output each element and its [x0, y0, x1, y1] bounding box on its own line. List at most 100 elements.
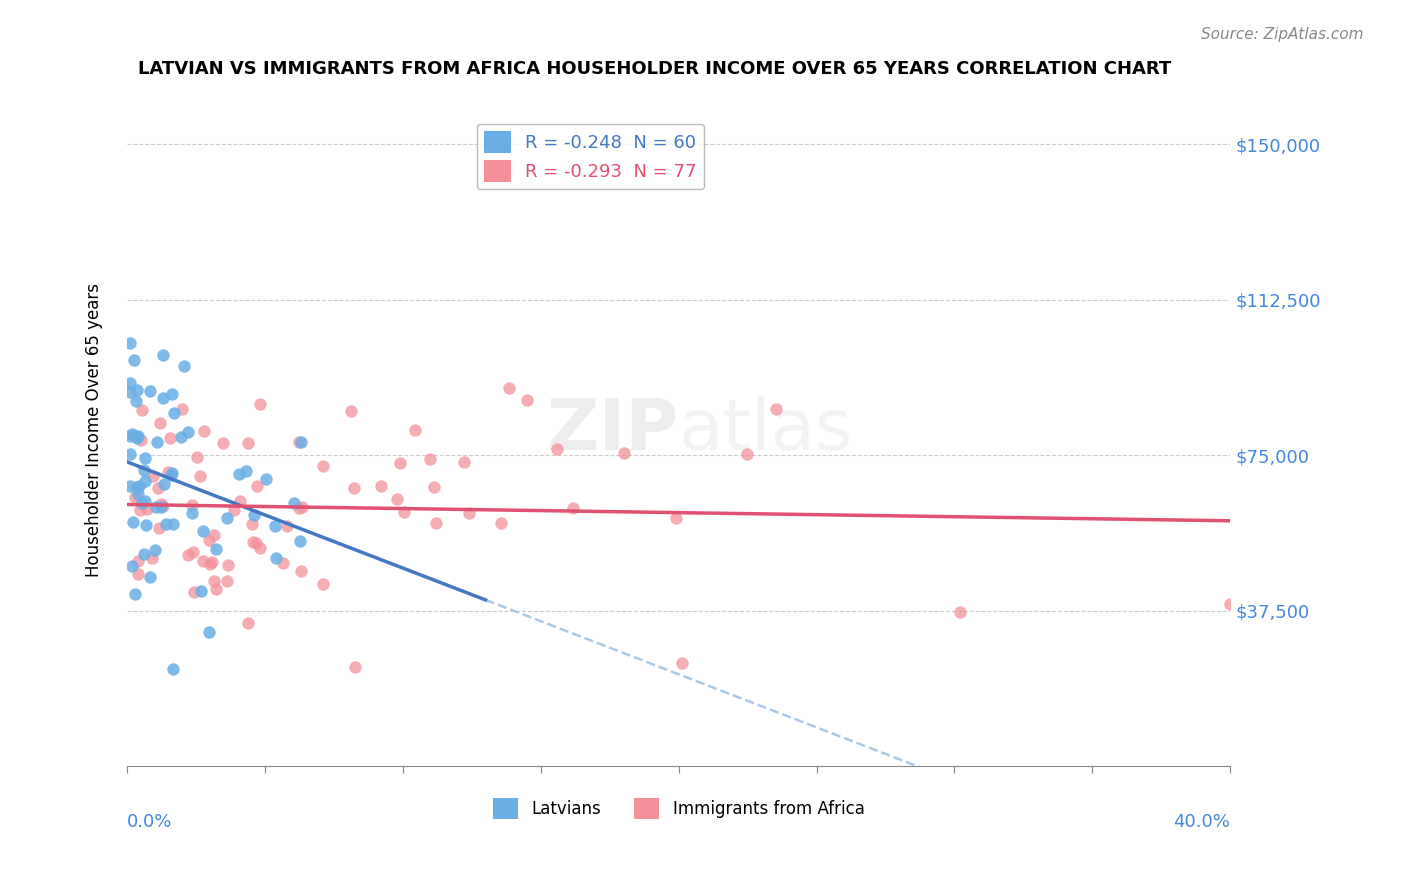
Point [392, 505, 415, 519]
Point [127, 554, 149, 568]
Point [125, 383, 148, 397]
Point [290, 500, 312, 514]
Point [155, 516, 177, 531]
Point [146, 434, 169, 449]
Point [131, 434, 153, 448]
Point [132, 547, 155, 561]
Point [138, 384, 160, 399]
Point [385, 492, 408, 507]
Point [124, 586, 146, 600]
Text: 40.0%: 40.0% [1174, 814, 1230, 831]
Point [127, 487, 149, 501]
Point [290, 435, 312, 450]
Point [423, 480, 446, 494]
Point [127, 429, 149, 443]
Point [131, 496, 153, 510]
Point [312, 577, 335, 591]
Point [765, 402, 787, 417]
Point [128, 479, 150, 493]
Point [124, 353, 146, 368]
Point [153, 477, 176, 491]
Point [170, 402, 193, 417]
Point [162, 662, 184, 676]
Point [176, 548, 198, 562]
Point [149, 416, 172, 430]
Point [118, 384, 141, 399]
Point [160, 468, 183, 483]
Point [235, 464, 257, 478]
Point [215, 574, 238, 588]
Point [263, 519, 285, 533]
Point [344, 660, 367, 674]
Point [124, 491, 146, 505]
Point [546, 442, 568, 457]
Point [136, 501, 159, 516]
Point [246, 479, 269, 493]
Point [236, 435, 259, 450]
Point [236, 616, 259, 631]
Point [122, 515, 145, 529]
Point [131, 403, 153, 417]
Point [180, 499, 202, 513]
Y-axis label: Householder Income Over 65 years: Householder Income Over 65 years [86, 284, 103, 577]
Point [489, 516, 512, 531]
Point [121, 559, 143, 574]
Text: 0.0%: 0.0% [127, 814, 173, 831]
Point [290, 533, 312, 548]
Point [388, 456, 411, 470]
Point [249, 397, 271, 411]
Point [613, 446, 636, 460]
Point [118, 376, 141, 391]
Point [288, 500, 311, 515]
Point [162, 387, 184, 401]
Point [149, 500, 172, 514]
Point [143, 543, 166, 558]
Point [132, 463, 155, 477]
Point [118, 336, 141, 351]
Point [198, 557, 221, 571]
Text: ZIP: ZIP [547, 396, 679, 465]
Point [419, 451, 441, 466]
Point [276, 519, 298, 533]
Point [152, 500, 174, 514]
Text: Source: ZipAtlas.com: Source: ZipAtlas.com [1201, 27, 1364, 42]
Point [197, 533, 219, 548]
Point [205, 582, 228, 596]
Point [228, 467, 250, 481]
Point [118, 429, 141, 443]
Point [735, 447, 758, 461]
Point [162, 516, 184, 531]
Point [562, 500, 585, 515]
Point [458, 507, 481, 521]
Point [204, 541, 226, 556]
Point [152, 348, 174, 362]
Point [498, 380, 520, 394]
Point [224, 502, 246, 516]
Point [124, 429, 146, 443]
Point [120, 447, 142, 461]
Point [156, 465, 179, 479]
Point [271, 556, 294, 570]
Point [312, 458, 335, 473]
Point [141, 551, 163, 566]
Point [134, 493, 156, 508]
Point [121, 427, 143, 442]
Point [190, 583, 212, 598]
Point [134, 450, 156, 465]
Point [665, 510, 688, 524]
Point [212, 436, 235, 450]
Point [249, 541, 271, 555]
Point [343, 481, 366, 495]
Point [193, 554, 215, 568]
Point [163, 406, 186, 420]
Point [183, 585, 205, 599]
Point [949, 606, 972, 620]
Point [671, 656, 693, 670]
Point [150, 497, 173, 511]
Point [453, 455, 475, 469]
Point [125, 393, 148, 408]
Point [283, 496, 305, 510]
Point [266, 551, 288, 566]
Point [125, 431, 148, 445]
Point [245, 535, 267, 549]
